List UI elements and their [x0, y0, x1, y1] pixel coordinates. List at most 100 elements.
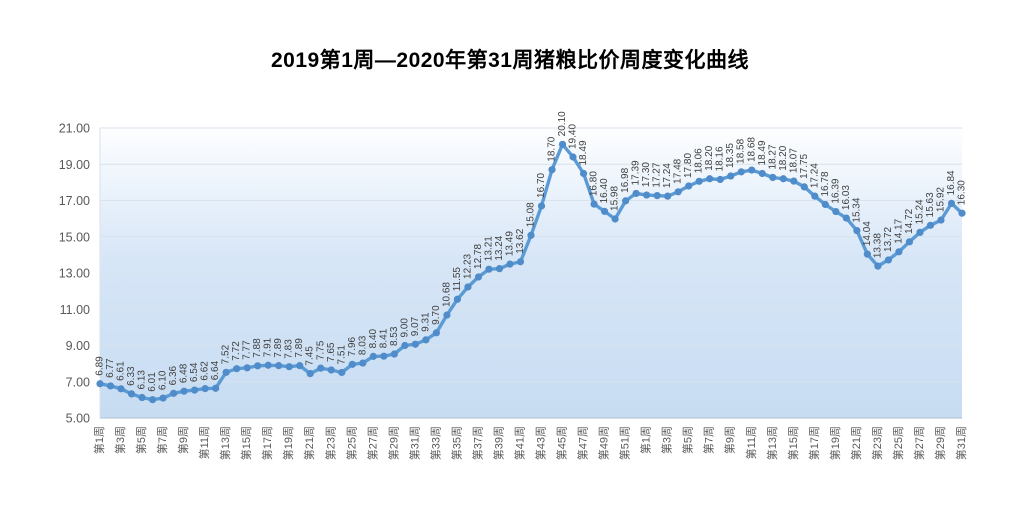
data-label: 18.06 [694, 148, 705, 173]
data-label: 18.70 [547, 136, 558, 161]
data-point [96, 380, 104, 388]
line-chart: 21.00 19.00 17.00 15.00 13.00 11.00 9.00 7.00 5.… [59, 111, 968, 460]
data-label: 17.39 [631, 160, 642, 185]
data-label: 6.48 [179, 363, 190, 383]
data-label: 9.07 [410, 316, 421, 336]
x-axis-label: 第23周 [323, 426, 337, 460]
data-label: 7.91 [263, 337, 274, 357]
data-label: 17.27 [652, 162, 663, 187]
data-label: 16.70 [536, 172, 547, 197]
y-axis-label: 13.00 [59, 267, 90, 281]
data-label: 17.30 [641, 162, 652, 187]
x-axis-label: 第9周 [176, 426, 190, 454]
data-label: 7.72 [231, 341, 242, 361]
data-label: 17.24 [809, 163, 820, 188]
x-axis-label: 第11周 [744, 426, 758, 459]
chart-title: 2019第1周—2020年第31周猪粮比价周度变化曲线 [271, 49, 749, 72]
data-label: 18.16 [715, 146, 726, 171]
data-point [905, 238, 914, 246]
data-label: 6.13 [137, 370, 148, 390]
data-label: 16.78 [820, 171, 831, 196]
data-point [243, 364, 251, 372]
data-point [569, 153, 577, 161]
data-label: 8.41 [378, 328, 389, 348]
data-label: 7.45 [305, 346, 316, 366]
data-point [306, 369, 314, 378]
data-label: 15.24 [914, 199, 925, 224]
data-point [191, 386, 199, 394]
data-point [254, 362, 262, 370]
data-point [264, 361, 272, 369]
data-label: 6.62 [200, 361, 211, 381]
data-label: 8.03 [357, 335, 368, 355]
data-label: 6.01 [147, 372, 158, 392]
x-axis-label: 第41周 [512, 426, 526, 460]
data-label: 7.65 [326, 342, 337, 362]
x-axis-label: 第1周 [639, 426, 653, 454]
data-label: 13.24 [494, 235, 505, 260]
y-axis-label: 17.00 [59, 194, 90, 208]
data-label: 15.98 [610, 186, 621, 211]
data-point [537, 202, 546, 210]
data-label: 6.33 [126, 366, 137, 386]
data-label: 15.08 [526, 202, 537, 227]
data-point [853, 226, 861, 235]
data-label: 6.64 [210, 360, 221, 380]
y-axis-label: 21.00 [59, 122, 90, 136]
data-label: 18.68 [746, 137, 757, 162]
x-axis-label: 第9周 [723, 426, 737, 454]
x-axis-label: 第11周 [197, 426, 211, 459]
data-point [380, 352, 388, 360]
x-axis-label: 第13周 [218, 426, 232, 460]
y-axis-label: 7.00 [66, 375, 90, 389]
data-label: 20.10 [557, 111, 568, 136]
data-label: 6.89 [95, 356, 106, 376]
data-label: 18.27 [767, 144, 778, 169]
x-axis-label: 第27周 [365, 426, 379, 460]
x-axis-label: 第17周 [807, 426, 821, 460]
data-point [527, 231, 535, 239]
data-label: 6.54 [189, 362, 200, 382]
data-point [317, 364, 325, 372]
data-label: 16.40 [599, 178, 610, 203]
data-label: 7.75 [315, 340, 326, 360]
data-label: 16.80 [589, 171, 600, 196]
data-label: 10.68 [441, 282, 452, 307]
data-label: 14.17 [893, 218, 904, 243]
data-label: 18.07 [788, 148, 799, 173]
data-point [222, 368, 230, 376]
data-label: 6.36 [168, 365, 179, 385]
data-point [727, 172, 735, 180]
data-point [674, 188, 682, 196]
x-axis-label: 第19周 [281, 426, 295, 460]
x-axis-label: 第29周 [386, 426, 400, 460]
x-axis-label: 第45周 [555, 426, 569, 460]
data-point [138, 393, 146, 402]
data-point [811, 192, 819, 200]
y-axis-label: 9.00 [66, 339, 90, 353]
x-axis-label: 第23周 [870, 426, 884, 460]
y-axis-label: 11.00 [60, 303, 90, 317]
data-label: 6.10 [158, 370, 169, 390]
x-axis-label: 第7周 [155, 426, 169, 454]
data-point [758, 169, 766, 178]
data-point [106, 382, 115, 390]
data-point [212, 384, 220, 392]
x-axis-label: 第33周 [428, 426, 442, 460]
data-point [390, 350, 398, 358]
data-point [737, 168, 745, 176]
data-point [422, 336, 430, 344]
data-point [800, 183, 808, 191]
data-label: 12.78 [473, 244, 484, 269]
x-axis-label: 第21周 [849, 426, 863, 460]
data-label: 18.20 [778, 145, 789, 170]
data-point [411, 340, 419, 348]
data-label: 18.58 [736, 138, 747, 163]
data-point [369, 352, 377, 360]
data-point [600, 207, 609, 215]
data-label: 6.77 [105, 358, 116, 378]
data-point [895, 248, 903, 256]
data-label: 18.35 [725, 143, 736, 168]
data-label: 16.03 [841, 185, 852, 210]
data-point [748, 166, 756, 174]
